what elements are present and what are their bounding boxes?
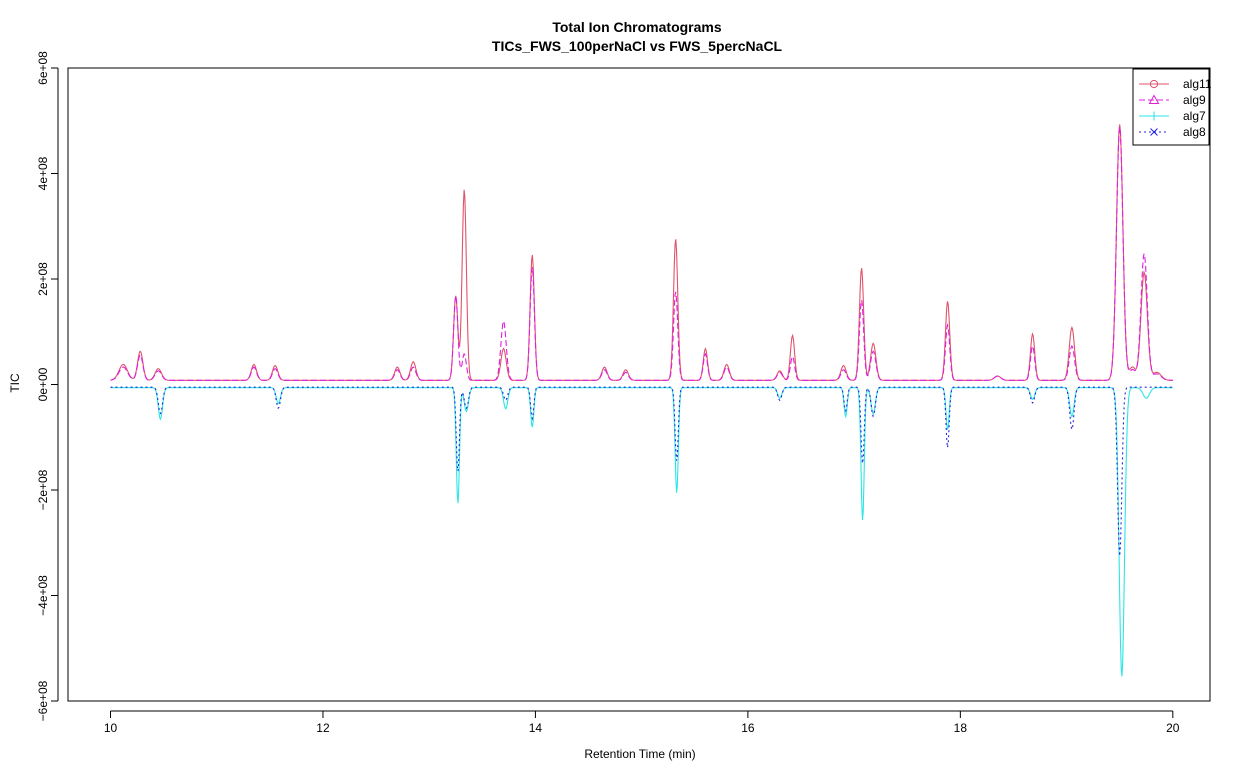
x-tick-label: 10 <box>104 721 118 735</box>
legend-label: alg11 <box>1183 77 1212 91</box>
legend-item-alg7: alg7 <box>1139 109 1206 123</box>
legend-marker-x <box>1150 128 1158 136</box>
legend-label: alg8 <box>1183 125 1206 139</box>
y-tick-label: −4e+08 <box>36 575 50 616</box>
y-tick-label: 2e+08 <box>36 262 50 296</box>
y-tick-label: 6e+08 <box>36 51 50 85</box>
legend: alg11 alg9 alg7 alg8 <box>1132 68 1212 146</box>
y-axis-label: TIC <box>8 373 22 393</box>
y-tick-label: 4e+08 <box>36 156 50 190</box>
plot-area <box>67 67 1211 702</box>
legend-item-alg11: alg11 <box>1139 77 1212 91</box>
legend-label: alg7 <box>1183 109 1206 123</box>
x-tick-label: 18 <box>954 721 968 735</box>
series-line-alg8 <box>110 386 1173 556</box>
y-tick-label: −6e+08 <box>36 680 50 721</box>
chart-title: Total Ion Chromatograms <box>552 19 722 35</box>
legend-marker-triangle <box>1148 94 1160 104</box>
x-tick-label: 16 <box>741 721 755 735</box>
x-tick-label: 14 <box>529 721 543 735</box>
plot-frame <box>67 67 1211 702</box>
x-axis-label: Retention Time (min) <box>584 747 695 761</box>
series-line-alg9 <box>110 127 1173 381</box>
x-tick-label: 20 <box>1166 721 1180 735</box>
y-tick-label: −2e+08 <box>36 469 50 510</box>
x-tick-label: 12 <box>316 721 330 735</box>
chart-subtitle: TICs_FWS_100perNaCl vs FWS_5percNaCL <box>492 38 783 54</box>
x-axis: 10 12 14 16 18 20 <box>104 710 1180 735</box>
legend-item-alg9: alg9 <box>1139 93 1206 107</box>
legend-marker-plus <box>1149 111 1159 121</box>
legend-label: alg9 <box>1183 93 1206 107</box>
y-tick-label: 0e+00 <box>36 367 50 401</box>
legend-marker-circle <box>1149 79 1159 89</box>
y-axis: −6e+08 −4e+08 −2e+08 0e+00 2e+08 4e+08 6e+08 <box>36 51 59 721</box>
legend-item-alg8: alg8 <box>1139 125 1206 139</box>
